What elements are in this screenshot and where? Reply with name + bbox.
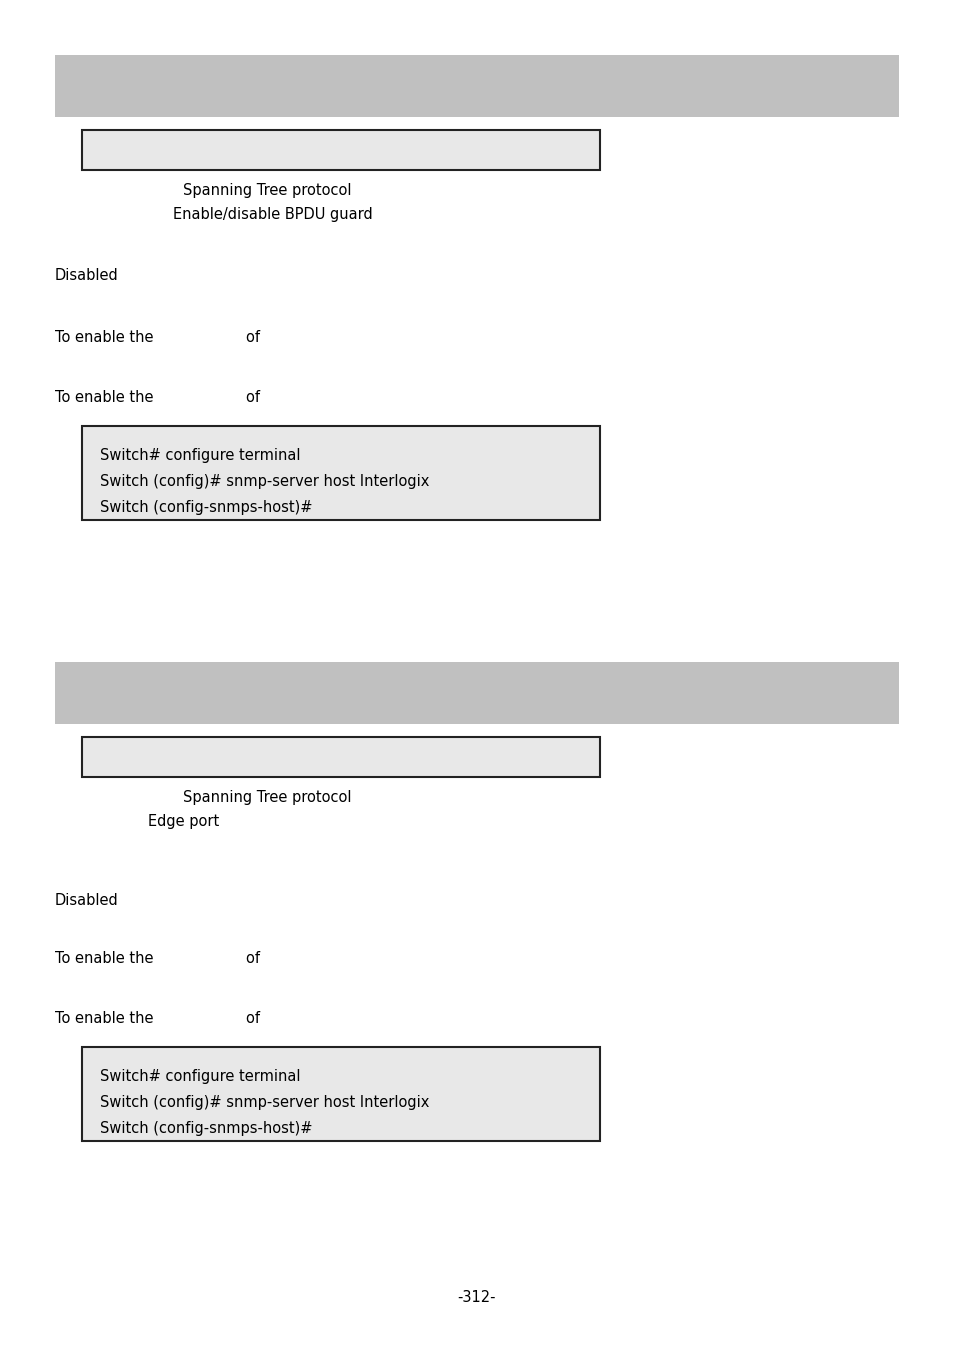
Text: To enable the                    of: To enable the of [55,1011,260,1026]
Text: Switch (config-snmps-host)#: Switch (config-snmps-host)# [100,1120,313,1135]
Text: Edge port: Edge port [148,814,219,829]
Bar [55,662,898,724]
Text: Switch# configure terminal: Switch# configure terminal [100,1069,300,1084]
Text: -312-: -312- [457,1291,496,1305]
Text: Spanning Tree protocol: Spanning Tree protocol [183,184,351,198]
Bar [55,55,898,117]
Text: Switch (config)# snmp-server host Interlogix: Switch (config)# snmp-server host Interl… [100,474,429,489]
Text: Switch (config-snmps-host)#: Switch (config-snmps-host)# [100,500,313,514]
Text: Spanning Tree protocol: Spanning Tree protocol [183,790,351,805]
Bar [82,1048,599,1141]
Text: Switch# configure terminal: Switch# configure terminal [100,448,300,463]
Text: To enable the                    of: To enable the of [55,329,260,346]
Bar [82,737,599,778]
Text: To enable the                    of: To enable the of [55,950,260,967]
Text: Switch (config)# snmp-server host Interlogix: Switch (config)# snmp-server host Interl… [100,1095,429,1110]
Bar [82,427,599,520]
Bar [82,130,599,170]
Text: Disabled: Disabled [55,269,118,284]
Text: To enable the                    of: To enable the of [55,390,260,405]
Text: Disabled: Disabled [55,892,118,909]
Text: Enable/disable BPDU guard: Enable/disable BPDU guard [172,207,373,221]
